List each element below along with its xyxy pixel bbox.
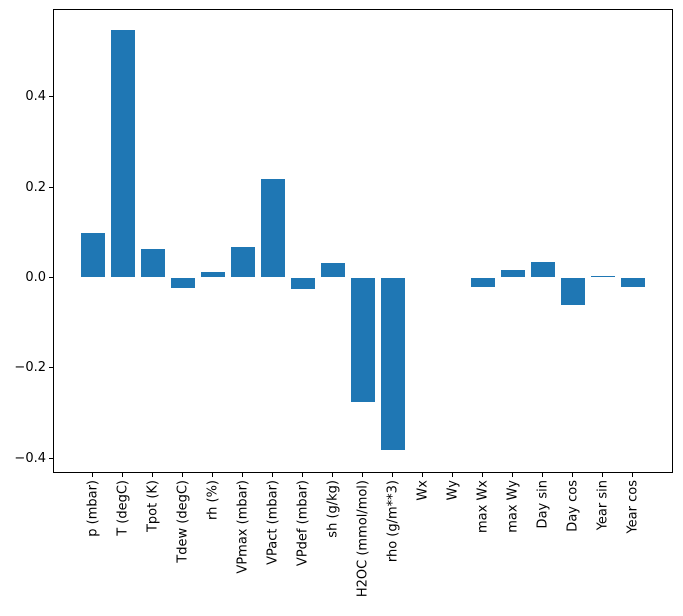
x-tick-label-vpdef-mbar: VPdef (mbar) bbox=[295, 479, 311, 566]
bar-day-sin bbox=[530, 262, 555, 278]
x-tick-mark bbox=[122, 473, 124, 478]
x-tick-mark bbox=[152, 473, 154, 478]
x-tick-mark bbox=[422, 473, 424, 478]
x-tick-label-tpot-k: Tpot (K) bbox=[145, 479, 161, 532]
x-tick-label-t-degc: T (degC) bbox=[115, 479, 131, 536]
x-tick-label-sh-g-kg: sh (g/kg) bbox=[325, 479, 341, 538]
x-tick-label-p-mbar: p (mbar) bbox=[85, 479, 101, 537]
x-tick-mark bbox=[632, 473, 634, 478]
bar-p-mbar bbox=[80, 232, 105, 278]
plot-area bbox=[53, 9, 673, 473]
x-tick-label-wx: Wx bbox=[415, 479, 431, 501]
bar-rh bbox=[200, 271, 225, 278]
y-tick-mark bbox=[49, 186, 54, 188]
x-tick-mark bbox=[572, 473, 574, 478]
x-tick-mark bbox=[602, 473, 604, 478]
bar-sh-g-kg bbox=[320, 263, 345, 278]
x-tick-label-year-sin: Year sin bbox=[595, 479, 611, 530]
x-tick-label-year-cos: Year cos bbox=[625, 479, 641, 534]
x-tick-mark bbox=[482, 473, 484, 478]
x-tick-label-rho-g-m-3: rho (g/m**3) bbox=[385, 479, 401, 562]
x-tick-mark bbox=[302, 473, 304, 478]
bar-day-cos bbox=[560, 277, 585, 306]
x-tick-mark bbox=[362, 473, 364, 478]
bar-year-sin bbox=[590, 276, 615, 278]
y-tick-label: 0.4 bbox=[25, 89, 46, 105]
x-tick-mark bbox=[392, 473, 394, 478]
x-tick-mark bbox=[242, 473, 244, 478]
x-tick-mark bbox=[512, 473, 514, 478]
bar-tpot-k bbox=[140, 248, 165, 278]
y-tick-mark bbox=[49, 96, 54, 98]
x-tick-mark bbox=[182, 473, 184, 478]
x-tick-label-vpmax-mbar: VPmax (mbar) bbox=[235, 479, 251, 574]
y-tick-label: −0.4 bbox=[14, 450, 46, 466]
x-tick-label-rh: rh (%) bbox=[205, 479, 221, 520]
x-tick-label-wy: Wy bbox=[445, 479, 461, 501]
x-tick-mark bbox=[452, 473, 454, 478]
bar-h2oc-mmol-mol bbox=[350, 277, 375, 402]
y-tick-mark bbox=[49, 457, 54, 459]
x-tick-mark bbox=[92, 473, 94, 478]
y-tick-label: 0.2 bbox=[25, 179, 46, 195]
bar-rho-g-m-3 bbox=[380, 277, 405, 450]
x-tick-mark bbox=[332, 473, 334, 478]
bar-vpact-mbar bbox=[260, 179, 285, 278]
y-tick-label: 0.0 bbox=[25, 270, 46, 285]
x-tick-label-max-wy: max Wy bbox=[505, 479, 521, 533]
x-tick-label-max-wx: max Wx bbox=[475, 479, 491, 533]
x-tick-label-vpact-mbar: VPact (mbar) bbox=[265, 479, 281, 565]
bar-max-wx bbox=[470, 277, 495, 287]
y-tick-mark bbox=[49, 277, 54, 278]
bar-year-cos bbox=[620, 277, 645, 287]
x-tick-mark bbox=[272, 473, 274, 478]
x-tick-mark bbox=[212, 473, 214, 478]
y-tick-label: −0.2 bbox=[14, 360, 46, 376]
x-tick-label-day-cos: Day cos bbox=[565, 479, 581, 532]
bar-vpmax-mbar bbox=[230, 247, 255, 278]
bar-tdew-degc bbox=[170, 277, 195, 289]
x-tick-label-day-sin: Day sin bbox=[535, 479, 551, 529]
x-tick-mark bbox=[542, 473, 544, 478]
y-tick-mark bbox=[49, 367, 54, 369]
bar-vpdef-mbar bbox=[290, 277, 315, 290]
x-tick-label-tdew-degc: Tdew (degC) bbox=[175, 479, 191, 563]
bar-max-wy bbox=[500, 269, 525, 278]
bar-t-degc bbox=[110, 30, 135, 278]
x-tick-label-h2oc-mmol-mol: H2OC (mmol/mol) bbox=[355, 479, 371, 597]
